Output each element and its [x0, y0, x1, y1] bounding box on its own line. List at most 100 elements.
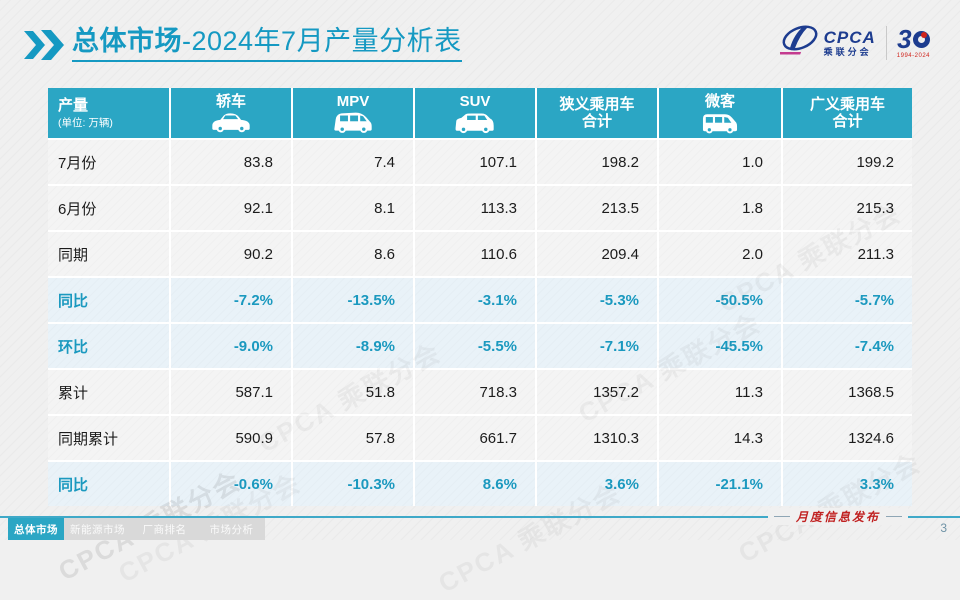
cell-value: 199.2 — [783, 140, 912, 184]
production-table: 产量 (单位: 万辆) 轿车 MPV SUV 狭义乘用车 合计 微客 广义乘用车 合计 7月份… — [48, 88, 926, 598]
logo-divider — [885, 25, 887, 60]
tab-oem-ranking[interactable]: 厂商排名 — [131, 518, 198, 540]
header-label: 合计 — [581, 113, 612, 130]
cell-value: 90.2 — [171, 232, 291, 276]
publication-label: 月度信息发布 — [767, 508, 908, 525]
table-body: 7月份 83.8 7.4 107.1 198.2 1.0 199.2 6月份 92.1 8.1 11… — [48, 140, 912, 506]
page-title: 总体市场-2024年7月产量分析表 — [72, 26, 462, 63]
table-row: 环比 -9.0% -8.9% -5.5% -7.1% -45.5% -7.4% — [48, 324, 912, 368]
cell-value: 211.3 — [783, 232, 912, 276]
tab-overall-market[interactable]: 总体市场 — [8, 518, 64, 540]
sedan-icon — [208, 111, 254, 133]
cell-value: -8.9% — [293, 324, 413, 368]
cpca-chinese-name: 乘联分会 — [823, 46, 872, 57]
cell-value: 7.4 — [293, 140, 413, 184]
cell-value: 107.1 — [415, 140, 535, 184]
row-label: 同比 — [48, 462, 169, 506]
title-bar: 总体市场-2024年7月产量分析表 — [24, 26, 462, 65]
header-label: SUV — [459, 92, 491, 110]
header-cell: SUV — [415, 88, 535, 138]
cell-value: -3.1% — [415, 278, 535, 322]
cell-value: -10.3% — [293, 462, 413, 506]
header-production-title: 产量 — [58, 97, 89, 115]
cell-value: 213.5 — [537, 186, 657, 230]
cell-value: -45.5% — [659, 324, 781, 368]
table-row: 累计 587.1 51.8 718.3 1357.2 11.3 1368.5 — [48, 370, 912, 414]
table-row: 同比 -7.2% -13.5% -3.1% -5.3% -50.5% -5.7% — [48, 278, 912, 322]
row-label: 累计 — [48, 370, 169, 414]
cell-value: 3.3% — [783, 462, 912, 506]
anniversary-number: 3 — [897, 24, 912, 54]
cell-value: -13.5% — [293, 278, 413, 322]
table-row: 6月份 92.1 8.1 113.3 213.5 1.8 215.3 — [48, 186, 912, 230]
header-cell: 广义乘用车 合计 — [783, 88, 912, 138]
publication-text: 月度信息发布 — [795, 510, 880, 524]
cell-value: 587.1 — [171, 370, 291, 414]
table-row: 同期 90.2 8.6 110.6 209.4 2.0 211.3 — [48, 232, 912, 276]
anniversary-years: 1994-2024 — [896, 53, 930, 59]
tab-market-analysis[interactable]: 市场分析 — [198, 518, 265, 540]
cell-value: 209.4 — [537, 232, 657, 276]
footer-divider-line — [0, 516, 960, 518]
row-label: 6月份 — [48, 186, 169, 230]
cell-value: 92.1 — [171, 186, 291, 230]
header-cell: MPV — [293, 88, 413, 138]
cell-value: -7.4% — [783, 324, 912, 368]
cell-value: 8.6 — [293, 232, 413, 276]
cell-value: 1324.6 — [783, 416, 912, 460]
header-label: 轿车 — [215, 92, 246, 110]
dash-right — [886, 516, 902, 517]
row-label: 7月份 — [48, 140, 169, 184]
tab-nev-market[interactable]: 新能源市场 — [64, 518, 131, 540]
table-row: 同比 -0.6% -10.3% 8.6% 3.6% -21.1% 3.3% — [48, 462, 912, 506]
cell-value: 590.9 — [171, 416, 291, 460]
cell-value: -0.6% — [171, 462, 291, 506]
cell-value: -21.1% — [659, 462, 781, 506]
header-production-unit: (单位: 万辆) — [58, 116, 113, 129]
cell-value: -5.5% — [415, 324, 535, 368]
table-row: 同期累计 590.9 57.8 661.7 1310.3 14.3 1324.6 — [48, 416, 912, 460]
header-cell: 轿车 — [171, 88, 291, 138]
cell-value: 215.3 — [783, 186, 912, 230]
cell-value: 1310.3 — [537, 416, 657, 460]
suv-icon — [452, 111, 498, 133]
cell-value: -5.7% — [783, 278, 912, 322]
anniversary-badge: 3 1994-2024 — [897, 26, 930, 59]
page-title-rest: -2024年7月产量分析表 — [182, 26, 462, 56]
header-cell: 微客 — [659, 88, 781, 138]
cell-value: 3.6% — [537, 462, 657, 506]
cell-value: 83.8 — [171, 140, 291, 184]
header-label: 合计 — [832, 113, 863, 130]
cell-value: 51.8 — [293, 370, 413, 414]
cell-value: -7.1% — [537, 324, 657, 368]
microvan-icon — [698, 111, 742, 134]
header-cell: 狭义乘用车 合计 — [537, 88, 657, 138]
cell-value: 1357.2 — [537, 370, 657, 414]
dash-left — [773, 516, 790, 517]
cpca-wordmark: CPCA — [823, 27, 876, 47]
cell-value: -9.0% — [171, 324, 291, 368]
header-cell-production: 产量 (单位: 万辆) — [48, 88, 169, 138]
cell-value: 8.6% — [415, 462, 535, 506]
footer-tabs: 总体市场 新能源市场 厂商排名 市场分析 — [8, 518, 265, 540]
cell-value: 57.8 — [293, 416, 413, 460]
cell-value: 14.3 — [659, 416, 781, 460]
cell-value: 718.3 — [415, 370, 535, 414]
anniversary-ring-icon — [912, 30, 930, 48]
cell-value: -7.2% — [171, 278, 291, 322]
cell-value: 198.2 — [537, 140, 657, 184]
cell-value: 113.3 — [415, 186, 535, 230]
cell-value: 110.6 — [415, 232, 535, 276]
table-header: 产量 (单位: 万辆) 轿车 MPV SUV 狭义乘用车 合计 微客 广义乘用车 合计 — [48, 88, 912, 138]
header-label: MPV — [336, 92, 370, 110]
mpv-icon — [330, 111, 376, 134]
header-label: 狭义乘用车 — [559, 95, 635, 113]
row-label: 同期 — [48, 232, 169, 276]
cell-value: 661.7 — [415, 416, 535, 460]
row-label: 同期累计 — [48, 416, 169, 460]
cell-value: -50.5% — [659, 278, 781, 322]
row-label: 环比 — [48, 324, 169, 368]
table-row: 7月份 83.8 7.4 107.1 198.2 1.0 199.2 — [48, 140, 912, 184]
cell-value: 11.3 — [659, 370, 781, 414]
cell-value: -5.3% — [537, 278, 657, 322]
